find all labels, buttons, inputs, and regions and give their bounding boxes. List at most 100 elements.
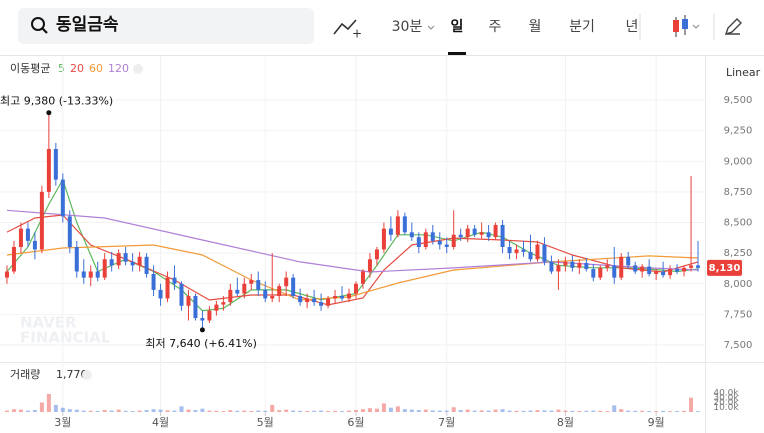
volume-bar bbox=[172, 410, 177, 412]
candle-body bbox=[284, 277, 289, 287]
volume-bar bbox=[88, 410, 93, 412]
candle-body bbox=[626, 256, 631, 266]
candle-body bbox=[437, 240, 442, 245]
x-tick-label: 3월 bbox=[54, 416, 71, 429]
candle-body bbox=[598, 267, 603, 278]
candle-body bbox=[116, 253, 121, 266]
candle-icon[interactable] bbox=[682, 19, 688, 29]
candle-body bbox=[619, 256, 624, 278]
legend-title: 이동평균 bbox=[10, 62, 50, 75]
volume-bar bbox=[249, 411, 254, 412]
candle-body bbox=[500, 224, 505, 247]
candle-body bbox=[374, 249, 379, 260]
candle-body bbox=[528, 251, 533, 260]
volume-bar bbox=[165, 410, 170, 412]
volume-bar bbox=[514, 410, 519, 412]
close-icon[interactable] bbox=[82, 370, 92, 380]
volume-bar bbox=[305, 411, 310, 412]
toolbar-item[interactable]: 일 bbox=[451, 19, 464, 35]
volume-bar bbox=[493, 409, 498, 412]
toolbar-item[interactable]: 30분 bbox=[392, 19, 423, 35]
volume-last: 1,770 bbox=[56, 368, 88, 381]
candle-body bbox=[193, 296, 198, 319]
candle-body bbox=[137, 256, 142, 266]
candle-body bbox=[291, 277, 296, 296]
candle-body bbox=[654, 271, 659, 274]
x-tick-label: 7월 bbox=[438, 416, 455, 429]
volume-bar bbox=[472, 410, 477, 412]
candle-body bbox=[200, 318, 205, 321]
legend-entry: 20 bbox=[70, 62, 84, 75]
volume-bar bbox=[186, 409, 191, 412]
volume-bar bbox=[577, 411, 582, 412]
low-marker bbox=[199, 327, 205, 333]
candle-body bbox=[353, 283, 358, 294]
candle-body bbox=[423, 232, 428, 247]
candle-body bbox=[221, 302, 226, 305]
candle-body bbox=[312, 298, 317, 303]
volume-bar bbox=[291, 410, 296, 412]
candle-body bbox=[207, 310, 212, 321]
volume-bar bbox=[570, 410, 575, 412]
volume-bar bbox=[74, 409, 79, 412]
search-box[interactable] bbox=[18, 8, 314, 44]
volume-bar bbox=[479, 410, 484, 412]
candle-icon[interactable] bbox=[673, 20, 679, 32]
volume-bar bbox=[228, 410, 233, 412]
indicator-plus: + bbox=[352, 27, 362, 41]
candle-body bbox=[102, 259, 107, 278]
candle-body bbox=[305, 298, 310, 303]
draw-icon[interactable] bbox=[724, 18, 742, 36]
candle-body bbox=[11, 247, 16, 272]
volume-bar bbox=[179, 406, 184, 412]
volume-bar bbox=[11, 409, 16, 412]
toolbar-item[interactable]: 월 bbox=[529, 19, 542, 35]
candle-body bbox=[18, 228, 23, 247]
volume-bar bbox=[507, 410, 512, 412]
candle-body bbox=[95, 271, 100, 278]
volume-bar bbox=[675, 411, 680, 412]
low-annotation: 최저 7,640 (+6.41%) bbox=[145, 337, 256, 350]
volume-bar bbox=[221, 411, 226, 412]
candle-body bbox=[32, 240, 37, 250]
volume-bar bbox=[312, 410, 317, 412]
volume-bar bbox=[549, 410, 554, 412]
volume-label: 거래량 bbox=[10, 368, 40, 381]
volume-bar bbox=[451, 407, 456, 412]
candle-body bbox=[570, 261, 575, 268]
volume-bar bbox=[319, 410, 324, 412]
high-marker bbox=[46, 110, 52, 116]
candle-body bbox=[633, 265, 638, 272]
y-tick-label: 9,000 bbox=[724, 156, 753, 167]
volume-bar bbox=[612, 405, 617, 412]
volume-bar bbox=[102, 410, 107, 412]
scale-label[interactable]: Linear bbox=[726, 66, 761, 79]
candle-body bbox=[326, 298, 331, 306]
candle-body bbox=[556, 265, 561, 272]
legend-close[interactable] bbox=[133, 64, 143, 74]
toolbar-item[interactable]: 분기 bbox=[569, 19, 595, 35]
last-price-tag bbox=[707, 259, 742, 276]
candle-body bbox=[409, 232, 414, 238]
volume-bar bbox=[116, 409, 121, 412]
volume-bar bbox=[4, 410, 9, 412]
x-tick-label: 4월 bbox=[152, 416, 169, 429]
volume-bar bbox=[32, 410, 37, 412]
search-icon bbox=[41, 27, 48, 34]
toolbar-item[interactable]: 주 bbox=[489, 19, 502, 35]
candle-body bbox=[256, 280, 261, 290]
selected-underline bbox=[448, 52, 466, 55]
volume-bar bbox=[67, 409, 72, 412]
y-tick-label: 8,500 bbox=[724, 218, 753, 229]
candle-body bbox=[689, 265, 694, 268]
volume-bar bbox=[437, 410, 442, 412]
volume-bar bbox=[333, 410, 338, 412]
indicator-icon[interactable] bbox=[333, 19, 357, 35]
y-tick-label: 7,500 bbox=[724, 340, 753, 351]
candle-body bbox=[451, 234, 456, 247]
candle-body bbox=[123, 253, 128, 262]
search-text[interactable]: 동일금속 bbox=[56, 15, 119, 35]
candle-body bbox=[549, 261, 554, 272]
toolbar-item[interactable]: 년 bbox=[626, 19, 639, 35]
candle-body bbox=[395, 216, 400, 235]
